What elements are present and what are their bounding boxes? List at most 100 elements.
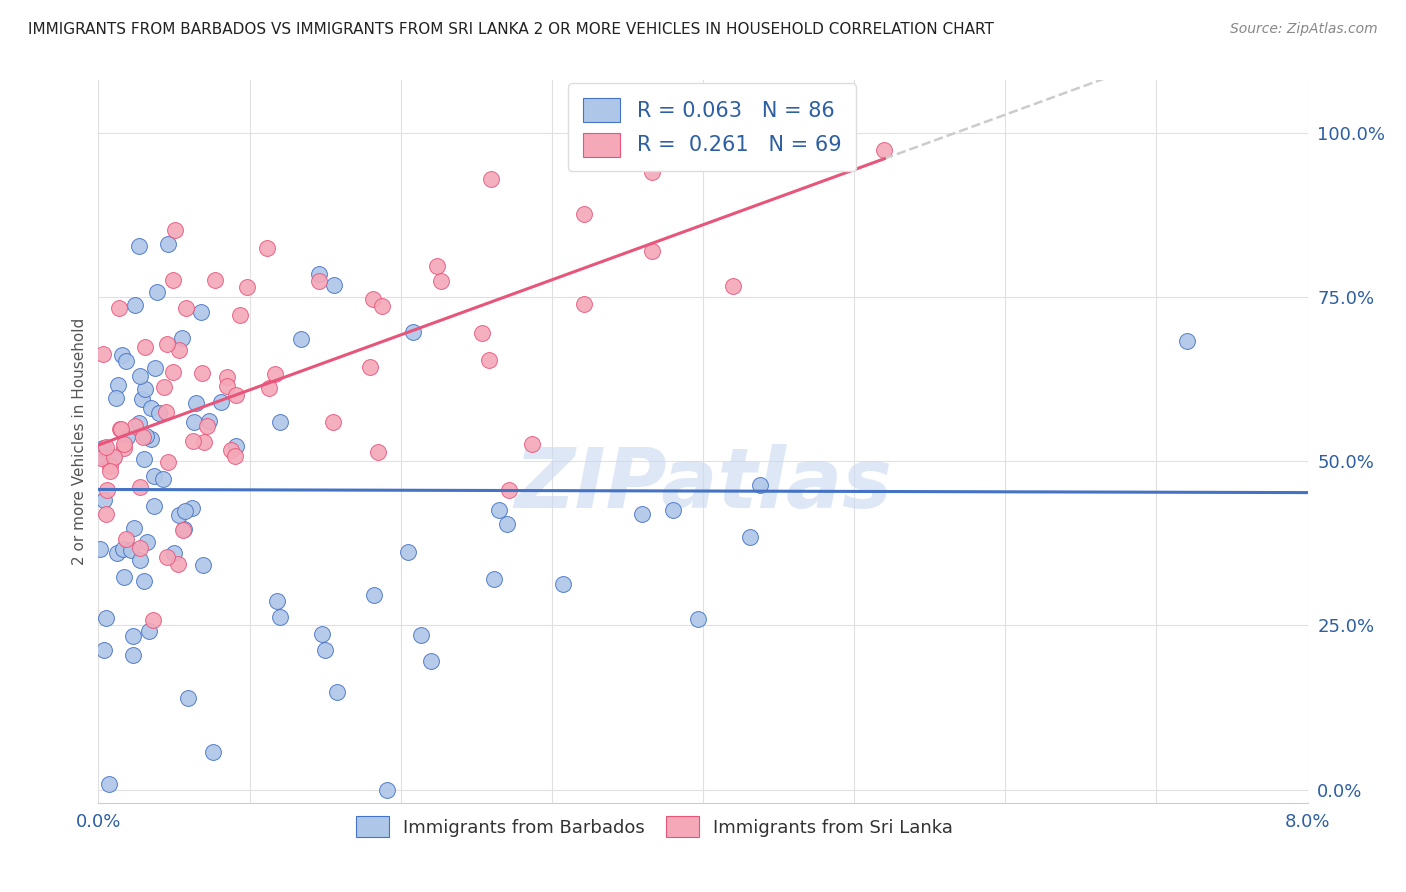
Point (371, 299, 394, 313)
Point (105, 546, 128, 560)
Point (308, 274, 330, 288)
Point (115, 532, 138, 546)
Point (162, 365, 184, 379)
Point (225, 439, 247, 453)
Point (153, 380, 176, 394)
Point (193, 434, 215, 449)
Point (322, 415, 344, 429)
Point (201, 745, 224, 759)
Point (143, 499, 166, 513)
Point (104, 391, 127, 405)
Point (139, 433, 162, 447)
Point (311, 627, 333, 641)
Point (215, 379, 238, 393)
Point (683, 126, 706, 140)
Point (375, 782, 398, 797)
Point (163, 546, 186, 560)
Legend: Immigrants from Barbados, Immigrants from Sri Lanka: Immigrants from Barbados, Immigrants fro… (349, 809, 960, 845)
Point (100, 458, 122, 473)
Point (103, 450, 125, 465)
Point (229, 308, 252, 322)
Point (112, 437, 135, 451)
Point (723, 278, 745, 293)
Text: Source: ZipAtlas.com: Source: ZipAtlas.com (1230, 22, 1378, 37)
Point (129, 480, 152, 494)
Point (169, 508, 191, 523)
Point (128, 541, 150, 555)
Point (121, 629, 143, 643)
Y-axis label: 2 or more Vehicles in Household: 2 or more Vehicles in Household (72, 318, 87, 566)
Point (190, 366, 212, 380)
Point (143, 468, 166, 483)
Point (361, 292, 384, 306)
Point (219, 443, 242, 458)
Point (484, 572, 506, 586)
Point (184, 396, 207, 410)
Point (1175, 334, 1198, 348)
Point (131, 392, 153, 407)
Point (156, 337, 179, 351)
Point (174, 504, 197, 518)
Point (429, 274, 451, 288)
Point (426, 259, 449, 273)
Point (89, 541, 111, 556)
Point (326, 684, 349, 698)
Point (738, 530, 761, 544)
Point (91, 347, 114, 361)
Point (471, 326, 494, 340)
Point (195, 419, 218, 434)
Point (138, 624, 160, 638)
Point (162, 273, 184, 287)
Point (225, 388, 247, 402)
Point (257, 381, 280, 395)
Point (132, 430, 155, 444)
Point (479, 172, 502, 186)
Point (134, 382, 156, 396)
Point (180, 501, 202, 516)
Point (124, 298, 146, 312)
Point (155, 405, 177, 419)
Point (139, 401, 162, 415)
Point (367, 445, 389, 459)
Point (115, 430, 138, 444)
Point (128, 369, 150, 384)
Point (290, 332, 312, 346)
Point (122, 648, 145, 662)
Point (572, 297, 595, 311)
Point (363, 588, 385, 602)
Point (87, 449, 110, 463)
Point (135, 429, 157, 443)
Point (661, 503, 683, 517)
Point (112, 441, 135, 455)
Point (142, 613, 165, 627)
Point (264, 367, 287, 381)
Point (111, 542, 134, 557)
Point (163, 223, 186, 237)
Point (111, 348, 134, 362)
Point (181, 434, 204, 448)
Point (174, 301, 197, 315)
Point (93, 643, 115, 657)
Point (90, 450, 112, 465)
Point (107, 378, 129, 392)
Point (204, 273, 226, 287)
Point (148, 406, 170, 420)
Point (156, 550, 179, 565)
Point (217, 370, 239, 384)
Point (551, 577, 574, 591)
Point (108, 301, 131, 316)
Point (359, 360, 381, 375)
Point (498, 483, 520, 497)
Point (190, 305, 212, 319)
Point (167, 343, 190, 357)
Point (146, 285, 169, 299)
Point (266, 594, 288, 608)
Point (120, 543, 142, 558)
Point (398, 545, 420, 559)
Point (183, 415, 205, 429)
Point (103, 450, 125, 464)
Point (108, 422, 131, 436)
Text: IMMIGRANTS FROM BARBADOS VS IMMIGRANTS FROM SRI LANKA 2 OR MORE VEHICLES IN HOUS: IMMIGRANTS FROM BARBADOS VS IMMIGRANTS F… (28, 22, 994, 37)
Point (478, 353, 501, 368)
Point (93, 493, 115, 508)
